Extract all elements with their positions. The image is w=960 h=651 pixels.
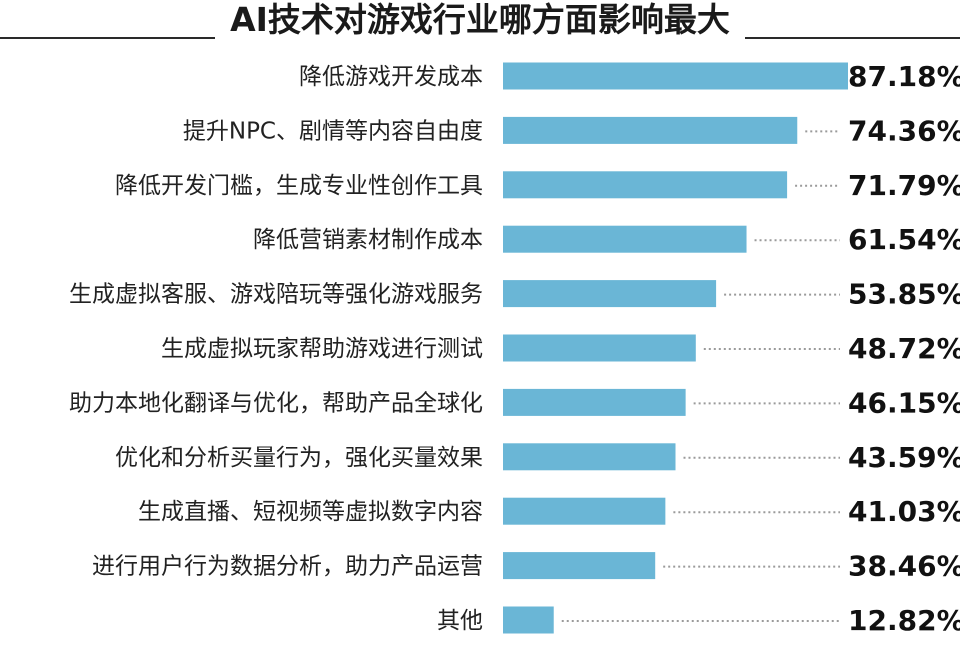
category-label: 降低开发门槛，生成专业性创作工具: [115, 173, 483, 199]
bar: [503, 62, 848, 90]
category-label: 降低游戏开发成本: [299, 64, 483, 90]
value-label: 74.36%: [848, 114, 960, 147]
chart-title: AI技术对游戏行业哪方面影响最大: [230, 0, 730, 39]
bar: [503, 116, 798, 144]
category-label: 生成直播、短视频等虚拟数字内容: [138, 499, 483, 525]
bar: [503, 552, 656, 580]
category-label: 助力本地化翻译与优化，帮助产品全球化: [69, 390, 483, 416]
bar: [503, 388, 686, 416]
value-label: 87.18%: [848, 60, 960, 93]
category-label: 降低营销素材制作成本: [253, 227, 483, 253]
value-label: 43.59%: [848, 441, 960, 474]
value-label: 38.46%: [848, 550, 960, 583]
value-label: 71.79%: [848, 169, 960, 202]
plot-area: 降低游戏开发成本 87.18% 提升NPC、剧情等内容自由度 74.36% 降低开发门槛…: [69, 60, 960, 637]
bar: [503, 606, 554, 634]
category-label: 优化和分析买量行为，强化买量效果: [115, 445, 483, 471]
bar: [503, 280, 717, 308]
value-label: 41.03%: [848, 495, 960, 528]
bar: [503, 497, 666, 525]
bar: [503, 171, 788, 199]
value-label: 48.72%: [848, 332, 960, 365]
category-label: 生成虚拟玩家帮助游戏进行测试: [161, 336, 483, 362]
category-label: 进行用户行为数据分析，助力产品运营: [92, 554, 483, 580]
value-label: 61.54%: [848, 223, 960, 256]
category-label: 生成虚拟客服、游戏陪玩等强化游戏服务: [69, 282, 483, 308]
value-label: 12.82%: [848, 604, 960, 637]
category-label: 提升NPC、剧情等内容自由度: [183, 118, 483, 144]
bar: [503, 225, 747, 253]
value-label: 53.85%: [848, 278, 960, 311]
bar: [503, 334, 696, 362]
category-label: 其他: [437, 608, 483, 634]
value-label: 46.15%: [848, 386, 960, 419]
title-background: [215, 0, 745, 40]
bar: [503, 443, 676, 471]
